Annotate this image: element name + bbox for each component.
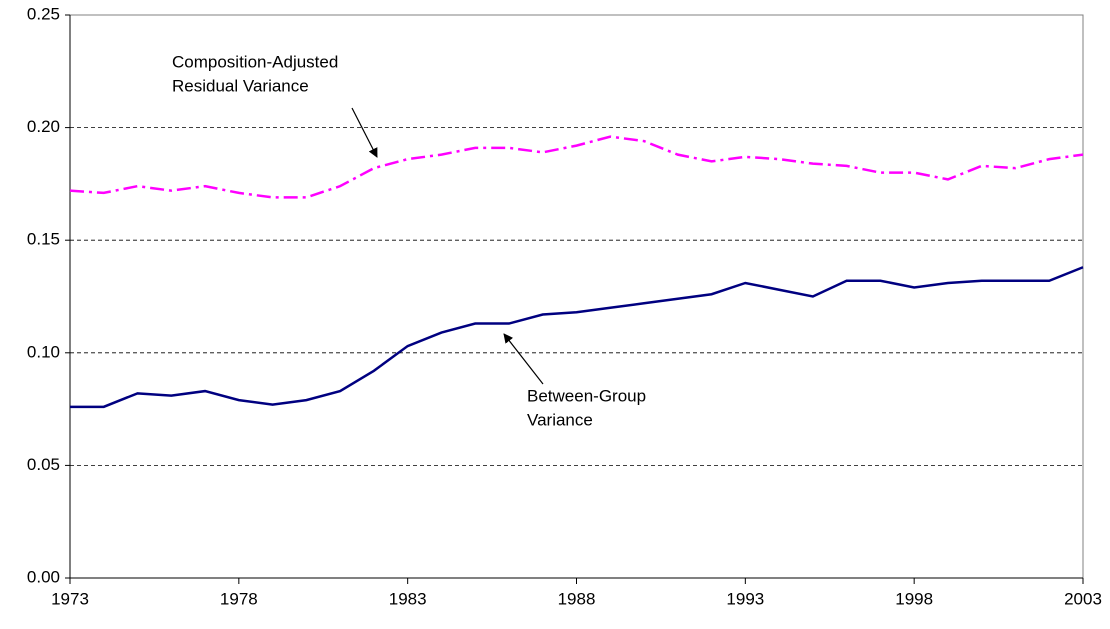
y-tick-label: 0.15 xyxy=(27,230,60,249)
x-tick-label: 1998 xyxy=(895,589,933,608)
y-tick-label: 0.00 xyxy=(27,567,60,586)
annotation-arrow xyxy=(351,107,378,158)
x-tick-label: 1988 xyxy=(558,589,596,608)
y-tick-label: 0.10 xyxy=(27,342,60,361)
series-label: Residual Variance xyxy=(172,76,309,95)
series-label: Variance xyxy=(527,410,593,429)
series-line xyxy=(69,135,1084,199)
y-tick-label: 0.20 xyxy=(27,117,60,136)
y-tick-label: 0.05 xyxy=(27,455,60,474)
series-line xyxy=(70,266,1084,409)
series-label: Composition-Adjusted xyxy=(172,52,338,71)
x-tick-label: 1978 xyxy=(220,589,258,608)
x-tick-label: 2003 xyxy=(1064,589,1102,608)
y-tick-label: 0.25 xyxy=(27,4,60,23)
annotation-arrow xyxy=(503,333,544,385)
x-tick-label: 1983 xyxy=(389,589,427,608)
x-tick-label: 1993 xyxy=(726,589,764,608)
series-label: Between-Group xyxy=(527,386,646,405)
x-tick-label: 1973 xyxy=(51,589,89,608)
plot-frame xyxy=(69,14,1084,579)
